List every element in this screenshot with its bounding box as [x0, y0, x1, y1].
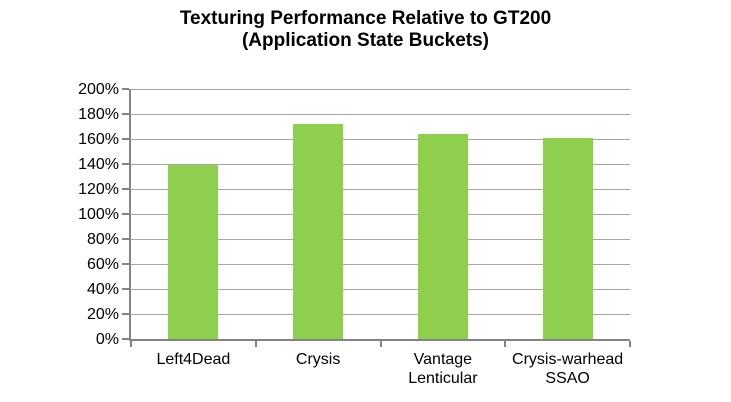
y-tick-label: 180%	[78, 106, 119, 123]
x-tick-label: Crysis	[295, 351, 341, 368]
bar	[417, 134, 468, 339]
x-axis-tick	[379, 341, 382, 347]
gridline	[131, 163, 630, 165]
y-axis-tick	[122, 263, 129, 265]
plot-area	[122, 88, 631, 347]
y-axis-tick	[122, 113, 129, 115]
y-axis-tick	[122, 213, 129, 215]
gridline	[131, 213, 630, 215]
x-tick-label: Crysis-warhead SSAO	[512, 351, 624, 387]
x-tick-label: Vantage Lenticular	[408, 351, 478, 387]
bar	[542, 137, 593, 339]
gridline	[131, 263, 630, 265]
bar	[293, 124, 344, 339]
gridline	[131, 238, 630, 240]
y-axis-tick	[122, 138, 129, 140]
x-axis-tick	[629, 341, 631, 347]
y-axis-tick	[122, 338, 129, 340]
bar	[168, 165, 219, 339]
y-axis-tick	[122, 313, 129, 315]
x-axis-tick	[130, 341, 132, 347]
gridline	[131, 88, 630, 90]
y-tick-label: 0%	[95, 331, 119, 348]
gridline	[131, 113, 630, 115]
y-tick-label: 120%	[78, 181, 119, 198]
chart-title-line1: Texturing Performance Relative to GT200	[179, 8, 552, 29]
y-tick-label: 20%	[86, 306, 119, 323]
chart-title-line2: (Application State Buckets)	[241, 30, 490, 51]
gridline	[131, 313, 630, 315]
y-tick-label: 60%	[86, 256, 119, 273]
y-tick-label: 160%	[78, 131, 119, 148]
y-axis-tick	[122, 163, 129, 165]
x-tick-label: Left4Dead	[156, 351, 231, 368]
x-axis-tick	[254, 341, 257, 347]
y-axis-tick	[122, 88, 129, 90]
y-tick-label: 200%	[78, 81, 119, 98]
x-axis-tick	[504, 341, 507, 347]
gridline	[131, 138, 630, 140]
y-tick-label: 80%	[86, 231, 119, 248]
gridline	[131, 288, 630, 290]
y-axis-tick	[122, 188, 129, 190]
y-tick-label: 40%	[86, 281, 119, 298]
y-tick-label: 140%	[78, 156, 119, 173]
y-axis-tick	[122, 238, 129, 240]
y-tick-label: 100%	[78, 206, 119, 223]
y-axis-tick	[122, 288, 129, 290]
gridline	[131, 188, 630, 190]
chart-title: Texturing Performance Relative to GT200 …	[0, 8, 731, 52]
